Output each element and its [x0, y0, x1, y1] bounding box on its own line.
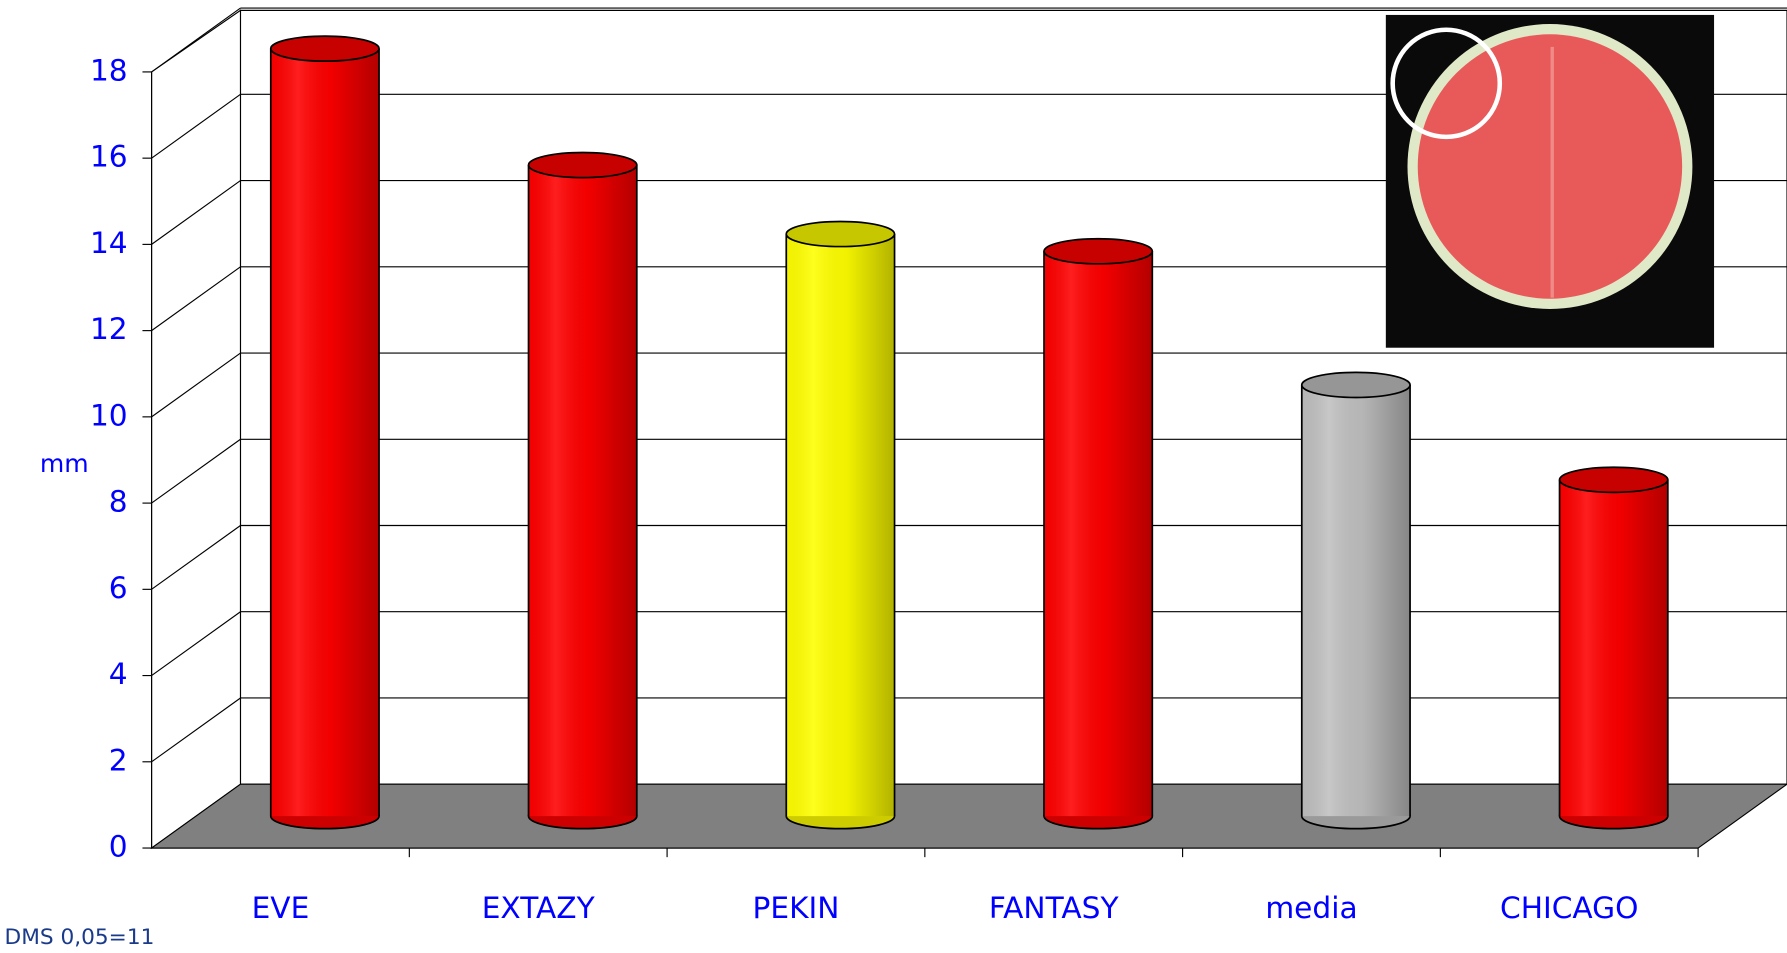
- y-tick-label: 2: [109, 742, 128, 777]
- y-tick-label: 0: [109, 829, 128, 864]
- bar-top: [1043, 237, 1154, 265]
- bar-shading: [1559, 479, 1668, 817]
- bar-top: [1300, 371, 1411, 399]
- y-tick-label: 12: [90, 311, 128, 346]
- y-tick-label: 4: [109, 656, 128, 691]
- bar-top: [785, 220, 896, 248]
- grid-line: [151, 352, 241, 418]
- note: DMS 0,05=11: [5, 925, 155, 950]
- y-tick-label: 16: [90, 139, 128, 174]
- x-tick-label: EXTAZY: [482, 890, 596, 925]
- floor: [149, 783, 1787, 849]
- grid-line: [151, 611, 241, 677]
- grid-line: [151, 697, 241, 763]
- bar-top: [527, 151, 638, 179]
- x-tick-label: EVE: [252, 890, 310, 925]
- x-tick-label: media: [1265, 890, 1357, 925]
- bar-top: [1558, 466, 1669, 494]
- grid-line: [151, 525, 241, 590]
- grid-line: [151, 438, 241, 504]
- bar-shading: [528, 165, 637, 817]
- photo: [1385, 14, 1715, 348]
- melon-flesh: [1417, 34, 1683, 299]
- side-wall: [151, 9, 242, 850]
- y-tick-label: 6: [109, 570, 128, 605]
- bar-shading: [786, 234, 895, 817]
- y-tick-label: 8: [109, 484, 128, 519]
- y-tick-label: 18: [90, 52, 128, 87]
- y-tick-label: 10: [90, 397, 128, 432]
- grid-line: [151, 266, 241, 332]
- grid-line: [151, 180, 241, 245]
- y-axis-label: mm: [40, 449, 89, 478]
- grid-line: [151, 7, 241, 73]
- x-tick-label: FANTASY: [989, 890, 1120, 925]
- x-tick-label: PEKIN: [753, 890, 840, 925]
- bar-shading: [270, 48, 380, 817]
- grid-line: [151, 93, 241, 159]
- y-tick-label: 14: [90, 225, 128, 260]
- bar-shading: [1044, 251, 1153, 817]
- bar-top: [269, 35, 380, 63]
- bar-shading: [1301, 384, 1411, 817]
- x-tick-label: CHICAGO: [1500, 890, 1638, 925]
- highlight-circle: [1390, 27, 1503, 140]
